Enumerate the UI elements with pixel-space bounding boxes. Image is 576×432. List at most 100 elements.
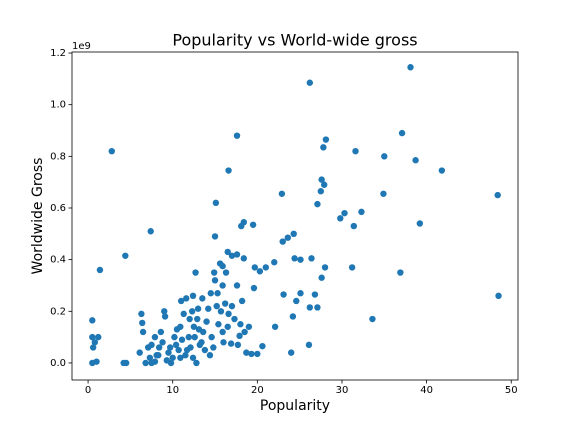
point	[178, 336, 186, 343]
point	[311, 291, 319, 298]
point	[215, 321, 222, 328]
point	[186, 315, 193, 323]
x-tick-label: 50	[505, 385, 518, 396]
point	[221, 300, 229, 307]
point	[279, 238, 286, 245]
x-tick-label: 40	[420, 385, 433, 396]
point	[175, 346, 182, 354]
point	[237, 321, 244, 328]
point	[341, 209, 348, 217]
point	[318, 274, 325, 281]
point	[139, 319, 146, 327]
point	[161, 308, 168, 315]
point	[306, 304, 314, 311]
point	[289, 313, 297, 320]
point	[271, 323, 279, 330]
point	[219, 328, 226, 336]
point	[495, 292, 502, 300]
point	[155, 344, 163, 351]
point	[350, 222, 358, 230]
point	[243, 349, 250, 356]
point	[207, 290, 214, 297]
point	[139, 328, 147, 336]
y-tick-label: 0.6	[50, 203, 66, 214]
point	[249, 221, 257, 228]
point	[199, 295, 206, 302]
y-tick-label: 0.2	[50, 306, 66, 317]
point	[195, 326, 203, 333]
point	[381, 153, 388, 160]
point	[297, 290, 304, 297]
point	[314, 200, 321, 208]
point	[348, 264, 356, 271]
point	[177, 354, 184, 361]
point	[227, 340, 235, 347]
point	[148, 341, 155, 349]
point	[96, 266, 104, 274]
point	[166, 344, 174, 351]
point	[352, 147, 359, 155]
point	[284, 234, 292, 241]
point	[297, 256, 304, 263]
point	[203, 318, 210, 325]
point	[194, 315, 201, 323]
point	[494, 191, 501, 199]
point	[91, 339, 99, 346]
point	[147, 228, 154, 235]
point	[182, 352, 189, 359]
point	[233, 251, 241, 258]
point	[185, 333, 192, 341]
point	[167, 359, 175, 367]
y-tick-label: 1.0	[50, 100, 66, 111]
point	[322, 136, 330, 143]
point	[211, 277, 219, 284]
point	[228, 252, 236, 259]
point	[193, 359, 200, 367]
point	[155, 352, 162, 359]
point	[259, 342, 266, 350]
point	[337, 215, 344, 222]
point	[245, 323, 253, 330]
point	[217, 308, 225, 315]
point	[192, 269, 199, 276]
point	[161, 313, 169, 320]
point	[438, 167, 446, 174]
point	[189, 354, 197, 361]
point	[172, 341, 180, 349]
point	[318, 176, 325, 183]
point	[290, 230, 297, 238]
point	[219, 282, 226, 289]
point	[214, 290, 221, 297]
point	[238, 222, 245, 230]
point	[251, 264, 259, 271]
point	[171, 333, 178, 341]
point	[189, 292, 197, 300]
point	[280, 291, 287, 298]
x-axis-label: Popularity	[260, 398, 330, 414]
point	[159, 339, 166, 346]
point	[89, 333, 96, 341]
point	[224, 323, 231, 330]
point	[262, 264, 270, 271]
point	[397, 269, 404, 276]
point	[205, 305, 212, 312]
point	[407, 64, 414, 71]
point	[194, 305, 202, 312]
point	[136, 349, 143, 356]
point	[177, 323, 184, 330]
point	[148, 359, 155, 367]
point	[210, 269, 218, 276]
point	[213, 302, 220, 310]
point	[120, 359, 127, 367]
y-axis-label: Worldwide Gross	[30, 158, 46, 275]
point	[93, 358, 100, 365]
x-tick-label: 0	[85, 385, 91, 396]
point	[219, 262, 226, 270]
point	[248, 350, 255, 358]
point	[305, 341, 313, 349]
point	[291, 255, 298, 262]
point	[369, 315, 376, 323]
point	[146, 354, 154, 361]
point	[308, 255, 315, 262]
point	[180, 310, 187, 318]
